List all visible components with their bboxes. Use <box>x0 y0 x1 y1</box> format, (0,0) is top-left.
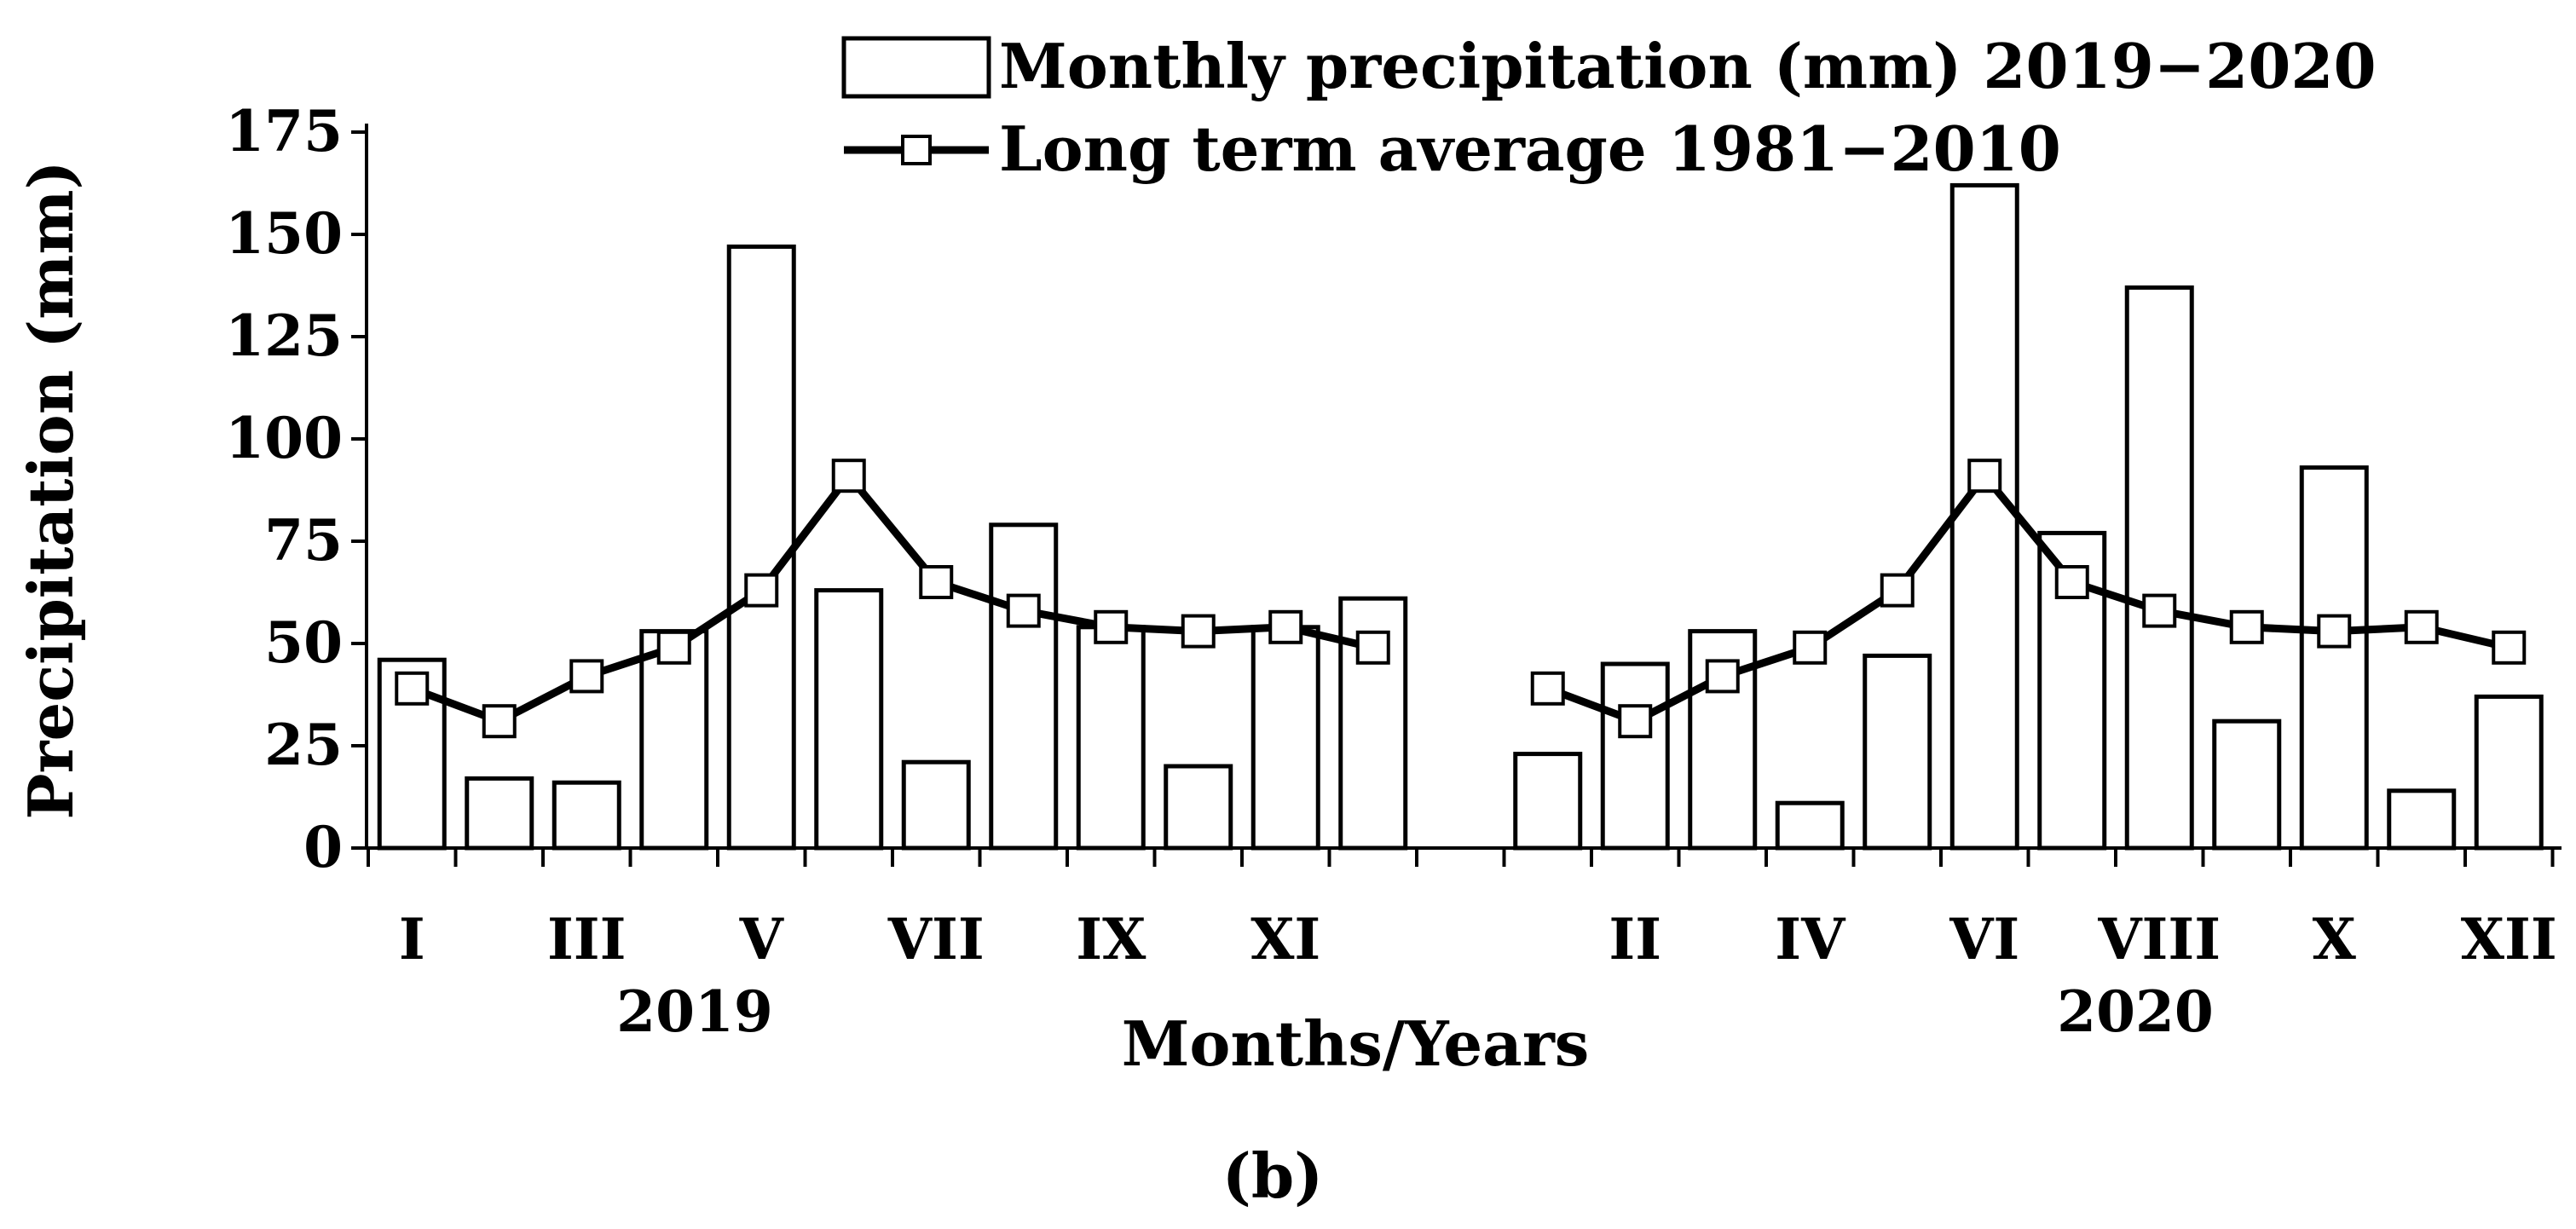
average-line-layer <box>395 459 2527 739</box>
legend-line-marker <box>901 135 932 165</box>
bar-2020-X <box>2299 465 2369 851</box>
average-marker-2019-I <box>395 671 430 706</box>
average-marker-2020-VI <box>1967 459 2002 493</box>
y-tick-label-125: 125 <box>225 303 343 369</box>
y-tick-label-75: 75 <box>264 507 343 574</box>
bar-2019-V <box>726 244 796 851</box>
bar-2020-IV <box>1775 800 1845 851</box>
bars-layer <box>377 182 2544 851</box>
average-marker-2019-XII <box>1355 630 1390 665</box>
year-label-2019: 2019 <box>616 978 773 1045</box>
average-marker-2019-IX <box>1094 609 1129 644</box>
bar-2020-VI <box>1949 182 2019 851</box>
bar-2020-XI <box>2387 788 2457 851</box>
legend-bars-label: Monthly precipitation (mm) 2019−2020 <box>999 30 2377 102</box>
average-marker-2020-II <box>1618 704 1653 739</box>
y-tick-label-100: 100 <box>225 405 343 471</box>
y-axis-title: Precipitation (mm) <box>14 160 87 819</box>
average-marker-2020-XI <box>2404 609 2439 644</box>
axes-layer <box>351 124 2562 867</box>
bar-2020-XII <box>2474 694 2544 851</box>
y-tick-label-175: 175 <box>225 98 343 164</box>
legend: Monthly precipitation (mm) 2019−2020 Lon… <box>841 30 2377 185</box>
average-marker-2019-XI <box>1268 609 1303 644</box>
bar-2020-VIII <box>2124 285 2194 851</box>
legend-line-label: Long term average 1981−2010 <box>999 113 2061 185</box>
average-marker-2020-XII <box>2492 630 2527 665</box>
average-marker-2020-X <box>2317 614 2352 649</box>
x-tick-label-2019-III: III <box>547 906 627 972</box>
bar-2019-VI <box>814 588 884 851</box>
average-marker-2020-V <box>1880 573 1915 608</box>
average-marker-2019-V <box>744 573 779 608</box>
x-tick-label-2020-X: X <box>2313 906 2357 972</box>
average-marker-2020-VIII <box>2142 593 2177 628</box>
average-line-2019 <box>410 471 1374 725</box>
bar-2019-IX <box>1076 625 1146 851</box>
panel-label: (b) <box>1222 1140 1323 1212</box>
y-tick-label-0: 0 <box>303 814 343 880</box>
y-tick-label-150: 150 <box>225 200 343 267</box>
average-marker-2019-X <box>1181 614 1216 649</box>
bar-2019-VIII <box>989 522 1059 851</box>
y-tick-label-50: 50 <box>264 609 343 676</box>
bar-2020-I <box>1513 752 1583 851</box>
x-tick-label-2019-V: V <box>739 906 785 972</box>
average-marker-2019-II <box>482 704 517 739</box>
y-tick-label-25: 25 <box>264 712 343 778</box>
x-tick-label-2020-II: II <box>1609 906 1661 972</box>
year-label-2020: 2020 <box>2057 978 2214 1045</box>
x-tick-label-2019-VII: VII <box>887 906 985 972</box>
bar-2019-X <box>1164 764 1233 851</box>
bar-2019-VII <box>901 759 971 851</box>
average-marker-2019-IV <box>656 630 691 665</box>
average-marker-2020-I <box>1530 671 1565 706</box>
x-tick-label-2020-VI: VI <box>1949 906 2019 972</box>
average-marker-2019-III <box>569 659 604 694</box>
bar-2019-XI <box>1250 625 1320 851</box>
x-tick-label-2020-VIII: VIII <box>2097 906 2221 972</box>
x-tick-label-2020-IV: IV <box>1775 906 1846 972</box>
bar-2019-III <box>552 780 621 851</box>
x-axis-title: Months/Years <box>1122 1007 1590 1080</box>
bar-2020-II <box>1600 661 1670 851</box>
x-tick-label-2019-I: I <box>399 906 425 972</box>
x-tick-label-2020-XII: XII <box>2461 906 2557 972</box>
average-marker-2020-IV <box>1793 630 1828 665</box>
average-marker-2019-VIII <box>1006 593 1041 628</box>
x-tick-label-2019-IX: IX <box>1076 906 1146 972</box>
bar-2019-II <box>465 776 534 851</box>
average-marker-2020-VII <box>2054 565 2089 599</box>
x-tick-label-2019-XI: XI <box>1250 906 1320 972</box>
bar-2020-V <box>1863 653 1932 851</box>
legend-bar-swatch <box>841 36 991 99</box>
average-marker-2019-VII <box>919 565 954 599</box>
average-marker-2019-VI <box>831 459 866 493</box>
average-marker-2020-III <box>1705 659 1740 694</box>
average-marker-2020-IX <box>2229 609 2264 644</box>
bar-2020-IX <box>2212 718 2282 851</box>
